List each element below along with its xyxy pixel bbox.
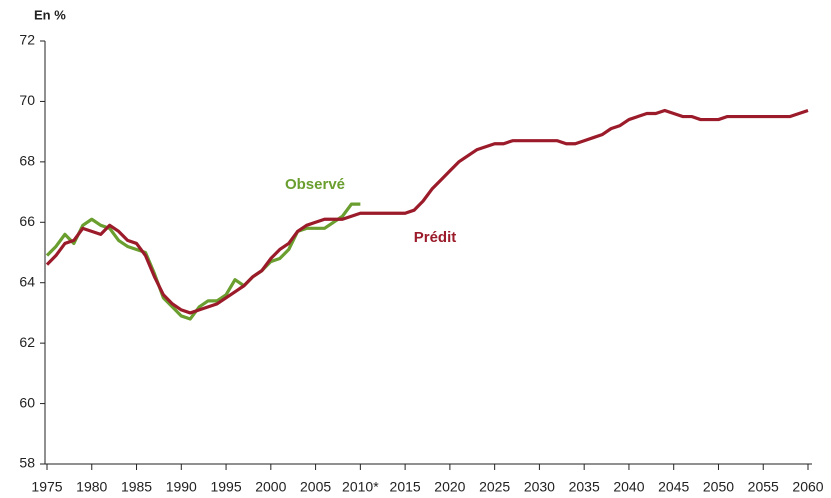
x-tick-label: 2015 (390, 479, 421, 495)
x-tick-label: 1990 (166, 479, 197, 495)
y-axis-label: En % (34, 7, 66, 22)
x-tick-label: 2010* (342, 479, 379, 495)
y-tick-label: 60 (19, 394, 35, 410)
x-tick-label: 2025 (479, 479, 510, 495)
series-line (45, 202, 361, 321)
x-tick-label: 2020 (434, 479, 465, 495)
x-tick-label: 1995 (210, 479, 241, 495)
y-tick-label: 70 (19, 92, 35, 108)
x-tick-label: 2005 (300, 479, 331, 495)
y-tick-label: 62 (19, 334, 35, 350)
y-tick-label: 66 (19, 213, 35, 229)
series-line (45, 108, 809, 315)
x-tick-label: 2055 (748, 479, 779, 495)
x-tick-label: 1980 (76, 479, 107, 495)
x-tick-label: 1975 (31, 479, 62, 495)
y-tick-label: 64 (19, 273, 35, 289)
series-label: Prédit (414, 229, 457, 246)
y-tick-label: 72 (19, 32, 35, 48)
x-tick-label: 2035 (569, 479, 600, 495)
y-tick-label: 68 (19, 153, 35, 169)
series-label: Observé (285, 176, 345, 193)
x-tick-label: 2040 (613, 479, 644, 495)
x-tick-label: 2030 (524, 479, 555, 495)
x-tick-label: 1985 (121, 479, 152, 495)
x-tick-label: 2045 (658, 479, 689, 495)
x-tick-label: 2060 (792, 479, 823, 495)
x-tick-label: 2000 (255, 479, 286, 495)
y-tick-label: 58 (19, 455, 35, 471)
x-tick-label: 2050 (703, 479, 734, 495)
